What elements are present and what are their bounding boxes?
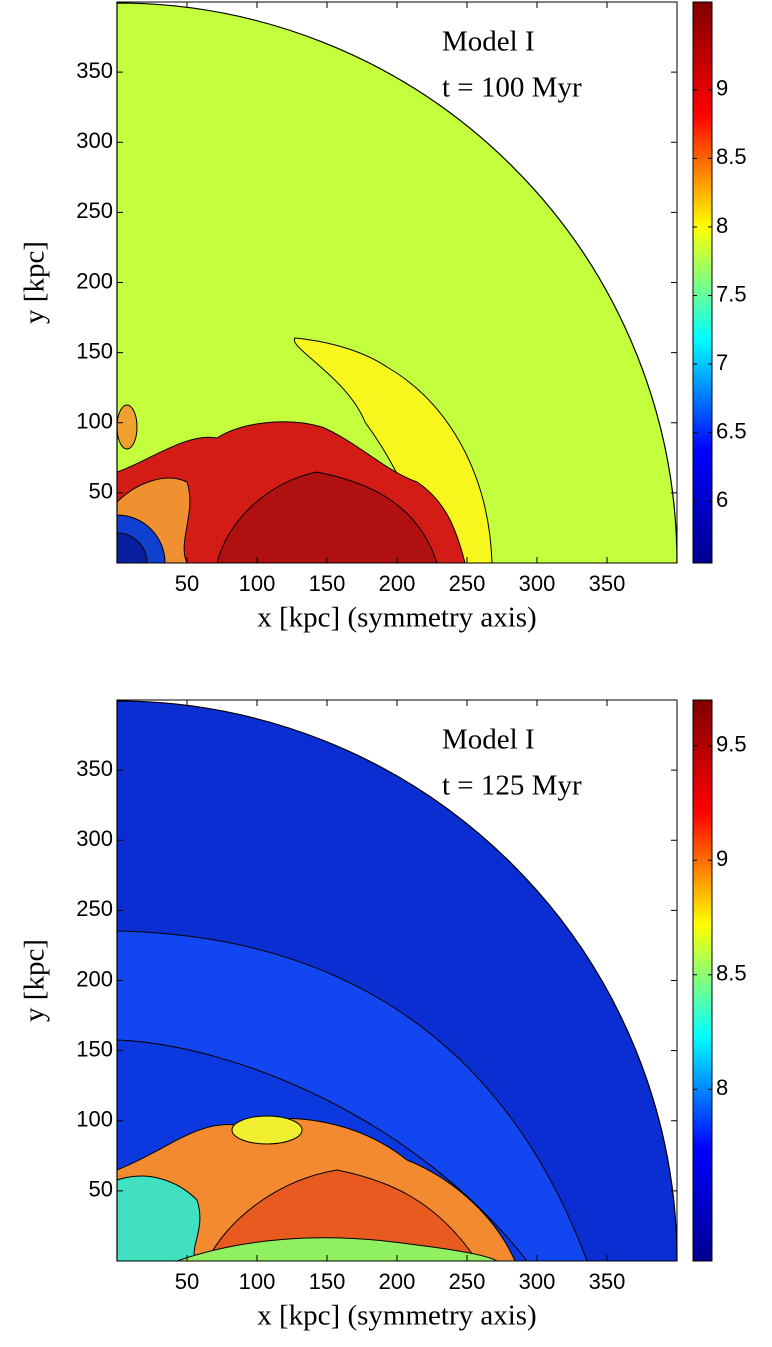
x-tick-label: 300 [519,1269,556,1294]
x-tick-label: 100 [239,1269,276,1294]
panel: 50 100 150 200 250 300 350 50 100 150 200 250 300 350… [19,1,747,634]
domain-boundary [116,700,678,1262]
x-tick-label: 50 [175,571,199,596]
x-tick-label: 250 [449,571,486,596]
colorbar [692,699,713,1262]
x-tick-label: 350 [589,1269,626,1294]
annotation: t = 100 Myr [442,72,582,104]
x-tick-label: 100 [239,571,276,596]
colorbar-tick-label: 9 [716,76,728,101]
contour-region [117,514,166,563]
colorbar-tick-label: 9.5 [716,732,747,757]
contour-region [117,532,148,563]
colorbar-tick-label: 6 [716,487,728,512]
x-tick-label: 150 [309,1269,346,1294]
contour-region [231,1115,303,1145]
y-axis-label: y [kpc] [19,241,51,324]
colorbar-tick-label: 8.5 [716,961,747,986]
x-tick-label: 200 [379,571,416,596]
colorbar-tick-label: 7.5 [716,281,747,306]
contour-region [216,471,438,563]
x-tick-label: 250 [449,1269,486,1294]
annotation: Model I [442,26,535,58]
contour-field [117,3,677,563]
annotation: t = 125 Myr [442,770,582,802]
contour-region [206,1169,478,1261]
y-tick-label: 250 [76,198,113,223]
colorbar-tick-label: 8 [716,1075,728,1100]
x-tick-label: 350 [589,571,626,596]
colorbar [692,1,713,564]
contour-region [117,404,138,450]
x-axis-label: x [kpc] (symmetry axis) [257,602,536,634]
y-tick-label: 350 [76,58,113,83]
colorbar-tick-label: 6.5 [716,419,747,444]
y-tick-label: 250 [76,896,113,921]
y-tick-label: 100 [76,1107,113,1132]
y-tick-label: 300 [76,128,113,153]
contour-region [117,1175,201,1261]
colorbar-tick-label: 9 [716,846,728,871]
x-tick-label: 50 [175,1269,199,1294]
y-tick-label: 300 [76,826,113,851]
y-tick-label: 350 [76,756,113,781]
y-tick-label: 200 [76,268,113,293]
y-tick-label: 50 [89,1177,113,1202]
y-tick-label: 50 [89,479,113,504]
colorbar-tick-label: 8.5 [716,144,747,169]
colorbar-tick-label: 7 [716,350,728,375]
domain-boundary [116,2,678,564]
panel: 50 100 150 200 250 300 350 50 100 150 200 250 300 350… [19,699,747,1332]
x-tick-label: 200 [379,1269,416,1294]
x-axis-label: x [kpc] (symmetry axis) [257,1300,536,1332]
x-tick-label: 300 [519,571,556,596]
y-tick-label: 150 [76,338,113,363]
x-tick-label: 150 [309,571,346,596]
y-tick-label: 100 [76,409,113,434]
y-tick-label: 150 [76,1036,113,1061]
y-tick-label: 200 [76,966,113,991]
y-axis-label: y [kpc] [19,939,51,1022]
colorbar-tick-label: 8 [716,213,728,238]
contour-field [117,701,677,1261]
annotation: Model I [442,724,535,756]
